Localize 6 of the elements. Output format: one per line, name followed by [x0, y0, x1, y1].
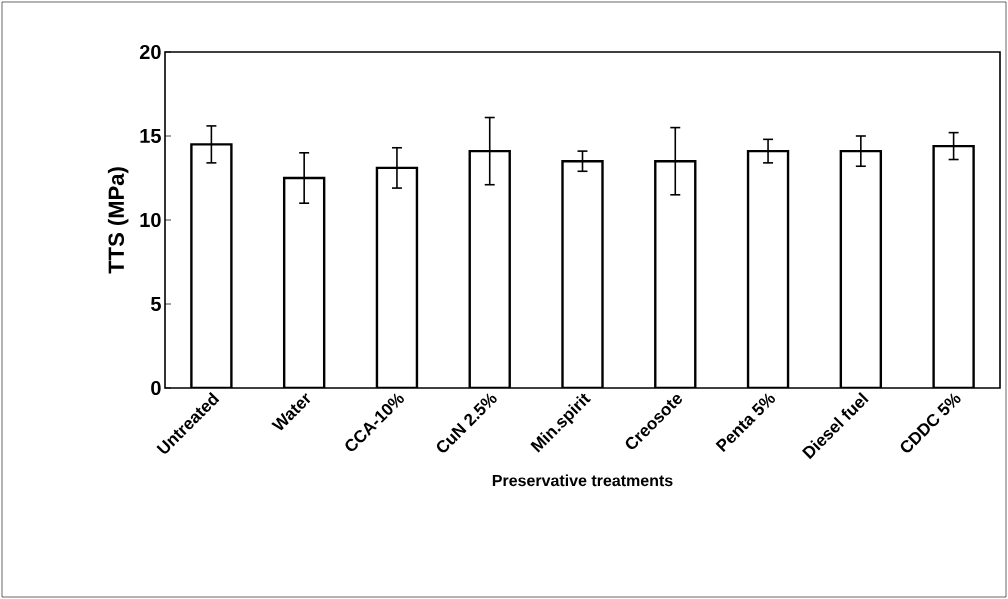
y-tick-label: 20 — [139, 44, 161, 60]
y-axis-title: TTS (MPa) — [107, 167, 129, 274]
y-tick-label: 10 — [140, 212, 161, 228]
y-tick-label: 5 — [150, 297, 161, 311]
y-tick-label: 15 — [140, 129, 161, 143]
x-axis-title: Preservative treatments — [492, 474, 673, 487]
